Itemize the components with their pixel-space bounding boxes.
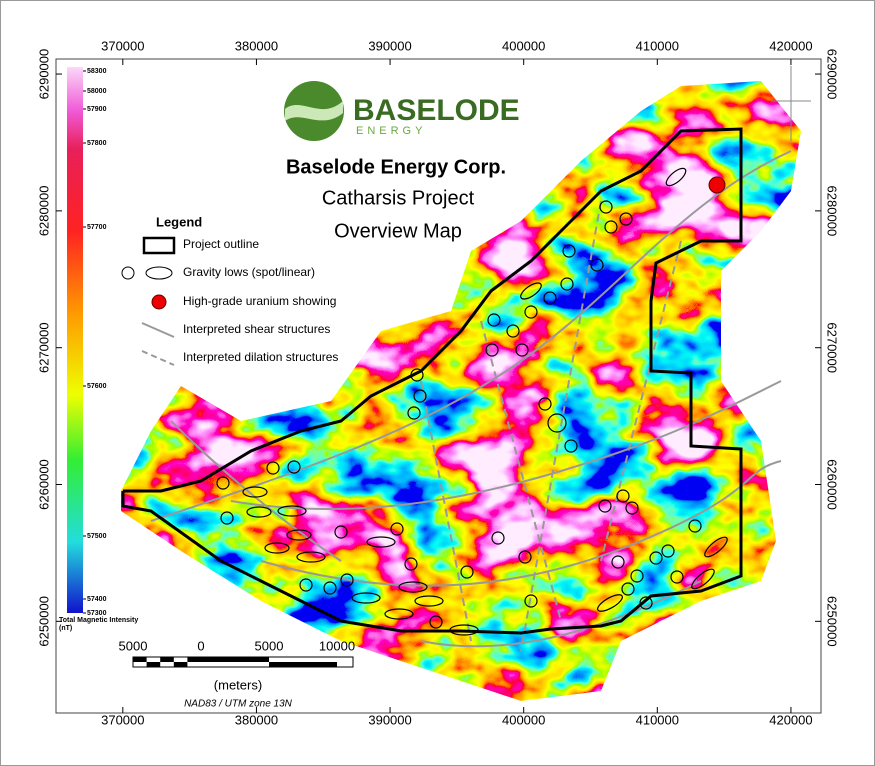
x-tick-label: 380000: [235, 712, 278, 727]
color-bar: [67, 67, 83, 613]
projection: NAD83 / UTM zone 13N: [184, 699, 293, 710]
color-tick-label: 57800: [87, 140, 107, 147]
legend-symbol: [142, 236, 176, 255]
y-tick-label: 6250000: [36, 596, 51, 647]
color-tick-label: 57700: [87, 224, 107, 231]
x-tick-label: 370000: [101, 712, 144, 727]
scale-label: 0: [197, 638, 204, 653]
legend-symbol: [141, 322, 175, 338]
x-tick-label: 400000: [502, 712, 545, 727]
x-tick-label: 370000: [101, 38, 144, 53]
color-tick-label: 57400: [87, 596, 107, 603]
x-tick-label: 380000: [235, 38, 278, 53]
color-tick-label: 57900: [87, 106, 107, 113]
legend-title: Legend: [156, 214, 202, 229]
subtitle: Overview Map: [334, 220, 462, 242]
y-tick-label: 6260000: [825, 459, 840, 510]
title: Baselode Energy Corp.: [286, 156, 506, 178]
legend-symbol: [141, 350, 175, 366]
scale-label: 5000: [119, 638, 148, 653]
legend: Legend: [121, 214, 202, 366]
legend-symbol: [145, 266, 173, 280]
y-tick-label: 6270000: [36, 322, 51, 373]
x-tick-label: 390000: [368, 38, 411, 53]
color-tick-label: 57300: [87, 610, 107, 617]
y-tick-label: 6280000: [825, 186, 840, 237]
logo-name: BASELODE: [353, 94, 520, 127]
x-tick-label: 420000: [769, 712, 812, 727]
legend-label: Interpreted dilation structures: [183, 350, 338, 364]
y-tick-label: 6250000: [825, 596, 840, 647]
x-tick-label: 390000: [368, 712, 411, 727]
project-outline: [121, 127, 743, 635]
gravity-lows: [216, 167, 728, 636]
subtitle: Catharsis Project: [322, 187, 475, 209]
dilation-structures: [420, 200, 682, 652]
scale-bar: (meters) NAD83 / UTM zone 13N: [132, 656, 354, 710]
legend-label: High-grade uranium showing: [183, 294, 336, 308]
y-tick-label: 6290000: [36, 49, 51, 100]
y-tick-label: 6260000: [36, 459, 51, 510]
y-tick-label: 6280000: [36, 186, 51, 237]
color-tick-label: 58000: [87, 88, 107, 95]
legend-label: Interpreted shear structures: [183, 322, 330, 336]
scale-unit: (meters): [214, 677, 262, 692]
north-arrow: [771, 66, 811, 141]
uranium-showing: [708, 176, 726, 194]
legend-label: Project outline: [183, 237, 259, 251]
scale-label: 10000: [319, 638, 355, 653]
logo-wave: [285, 101, 343, 121]
color-tick-label: 57600: [87, 383, 107, 390]
x-tick-label: 420000: [769, 38, 812, 53]
y-tick-label: 6270000: [825, 322, 840, 373]
color-tick-label: 57500: [87, 533, 107, 540]
scale-label: 5000: [255, 638, 284, 653]
legend-symbol: [151, 294, 167, 310]
x-tick-label: 410000: [636, 38, 679, 53]
logo: BASELODE ENERGY: [284, 81, 520, 141]
legend-symbol: [121, 266, 135, 280]
legend-label: Gravity lows (spot/linear): [183, 265, 315, 279]
color-bar-label: Total Magnetic Intensity (nT): [59, 617, 139, 632]
color-tick-label: 58300: [87, 68, 107, 75]
logo-sub: ENERGY: [356, 125, 426, 137]
y-tick-label: 6290000: [825, 49, 840, 100]
x-tick-label: 400000: [502, 38, 545, 53]
x-tick-label: 410000: [636, 712, 679, 727]
